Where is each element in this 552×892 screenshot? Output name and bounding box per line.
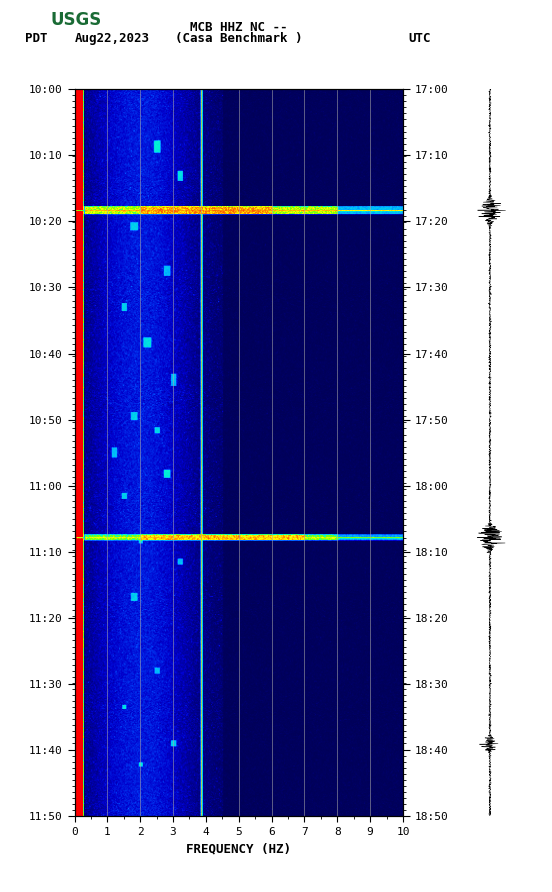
X-axis label: FREQUENCY (HZ): FREQUENCY (HZ): [186, 842, 291, 855]
Text: (Casa Benchmark ): (Casa Benchmark ): [175, 31, 302, 45]
Text: MCB HHZ NC --: MCB HHZ NC --: [190, 21, 288, 34]
Text: PDT: PDT: [25, 31, 47, 45]
Polygon shape: [6, 7, 47, 29]
Text: USGS: USGS: [51, 11, 102, 29]
Text: Aug22,2023: Aug22,2023: [75, 31, 150, 45]
Text: UTC: UTC: [408, 31, 431, 45]
